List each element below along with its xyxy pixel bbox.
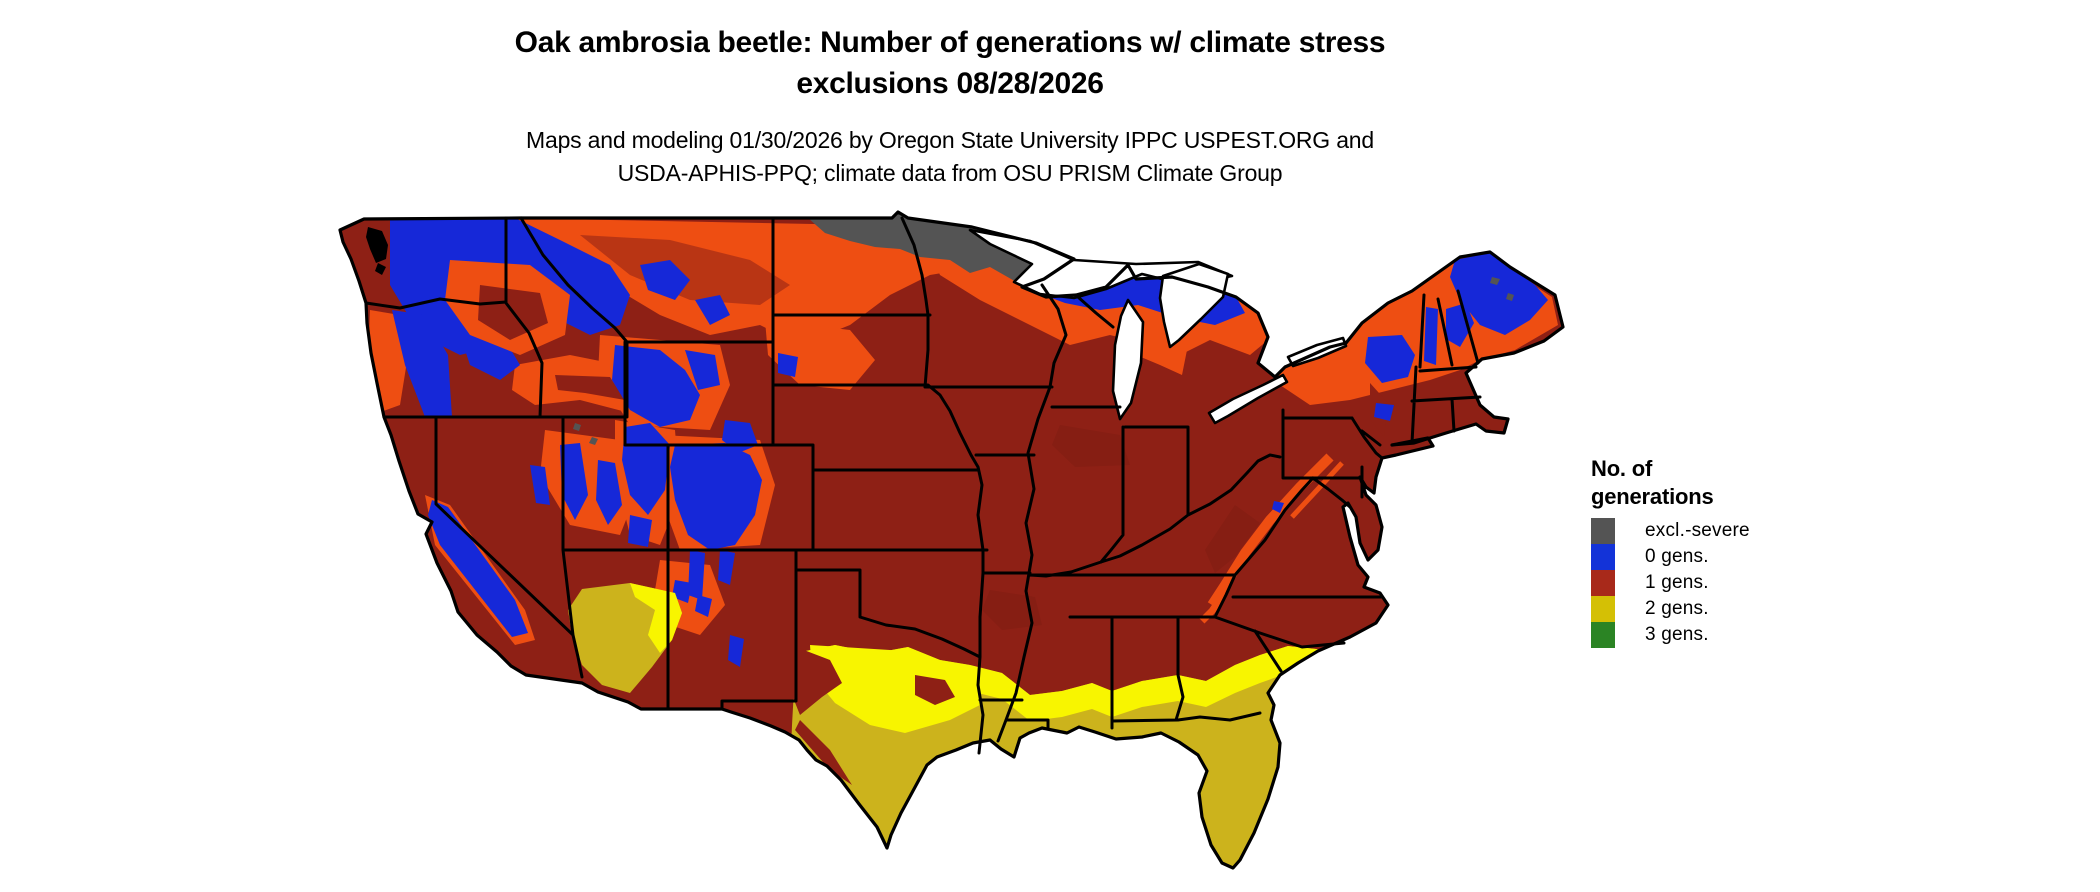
legend-swatch-excl-severe — [1591, 518, 1615, 544]
legend-label-0-gens: 0 gens. — [1645, 546, 1709, 567]
state-borders — [364, 216, 1482, 755]
legend: No. of generations excl.-severe 0 gens. … — [1591, 455, 1851, 648]
lake-huron — [1158, 262, 1230, 349]
raster-blue-0gens — [390, 218, 1548, 667]
map-subtitle: Maps and modeling 01/30/2026 by Oregon S… — [330, 124, 1570, 190]
legend-swatch-3-gens — [1591, 622, 1615, 648]
legend-label-3-gens: 3 gens. — [1645, 624, 1709, 645]
legend-label-1-gens: 1 gens. — [1645, 572, 1709, 593]
map-title: Oak ambrosia beetle: Number of generatio… — [330, 22, 1570, 104]
map-title-line1: Oak ambrosia beetle: Number of generatio… — [514, 26, 1386, 59]
map-title-line2: exclusions 08/28/2026 — [796, 67, 1104, 100]
map-subtitle-line1: Maps and modeling 01/30/2026 by Oregon S… — [526, 127, 1374, 153]
us-map-svg — [338, 210, 1565, 877]
legend-swatch-1-gens — [1591, 570, 1615, 596]
raster-terrain-texture — [982, 425, 1260, 630]
legend-title-line2: generations — [1591, 484, 1714, 509]
legend-row-3-gens: 3 gens. — [1591, 622, 1851, 648]
legend-title-line1: No. of — [1591, 456, 1653, 481]
map-subtitle-line2: USDA-APHIS-PPQ; climate data from OSU PR… — [617, 160, 1283, 186]
legend-label-excl-severe: excl.-severe — [1645, 520, 1750, 541]
lake-michigan — [1111, 298, 1145, 421]
raster-red-enclaves — [790, 647, 955, 785]
legend-row-excl-severe: excl.-severe — [1591, 518, 1851, 544]
legend-swatch-2-gens — [1591, 596, 1615, 622]
legend-row-1-gens: 1 gens. — [1591, 570, 1851, 596]
us-generations-map — [330, 205, 1570, 885]
legend-items: excl.-severe 0 gens. 1 gens. 2 gens. 3 g… — [1591, 518, 1851, 648]
raster-green-3gens — [1223, 869, 1233, 877]
raster-yellow-transition — [630, 583, 1330, 733]
legend-swatch-0-gens — [1591, 544, 1615, 570]
legend-row-0-gens: 0 gens. — [1591, 544, 1851, 570]
raster-columbia-basin — [445, 260, 570, 355]
legend-row-2-gens: 2 gens. — [1591, 596, 1851, 622]
lake-erie — [1207, 373, 1289, 425]
legend-title: No. of generations — [1591, 455, 1851, 511]
puget-sound — [366, 227, 388, 275]
legend-label-2-gens: 2 gens. — [1645, 598, 1709, 619]
